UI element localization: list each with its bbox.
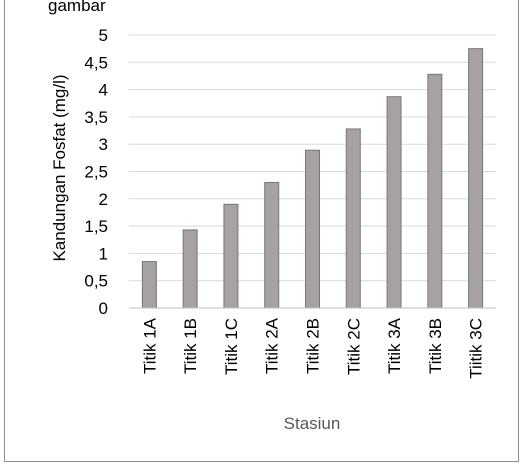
- y-tick-label: 0,5: [84, 272, 108, 291]
- x-tick-label: Tiitik 3C: [467, 318, 486, 379]
- y-tick-label: 3,5: [84, 108, 108, 127]
- y-axis-title: Kandungan Fosfat (mg/l): [50, 74, 69, 261]
- x-tick-label: Titik 1B: [181, 318, 200, 374]
- x-tick-label: Titik 3B: [426, 318, 445, 374]
- x-axis-title: Stasiun: [284, 414, 341, 433]
- y-tick-label: 4,5: [84, 53, 108, 72]
- bar: [305, 149, 320, 309]
- y-tick-label: 4: [99, 81, 108, 100]
- bar: [264, 181, 280, 309]
- bar: [223, 203, 239, 309]
- y-tick-label: 0: [99, 299, 108, 318]
- x-tick-label: Titik 2B: [304, 318, 323, 374]
- top-caption: gambar: [48, 0, 106, 15]
- y-tick-label: 1: [99, 244, 108, 263]
- bar: [345, 128, 361, 309]
- x-tick-label: Titik 2A: [263, 317, 282, 374]
- bar: [386, 96, 402, 309]
- y-tick-label: 3: [99, 135, 108, 154]
- x-tick-label: Titik 1C: [222, 318, 241, 375]
- bar: [427, 73, 443, 309]
- bars: [141, 48, 484, 309]
- bar: [468, 48, 484, 309]
- x-tick-labels: Titik 1A Titik 1B Titik 1C Titik 2A Titik 2B…: [140, 317, 485, 378]
- y-tick-label: 2,5: [84, 163, 108, 182]
- bar: [182, 229, 198, 309]
- bar: [141, 261, 157, 309]
- x-tick-label: Titik 3A: [385, 317, 404, 374]
- y-tick-labels: 0 0,5 1 1,5 2 2,5 3 3,5 4 4,5 5: [84, 26, 108, 318]
- y-tick-label: 5: [99, 26, 108, 45]
- y-tick-label: 1,5: [84, 217, 108, 236]
- y-tick-label: 2: [99, 190, 108, 209]
- x-tick-label: Titik 2C: [344, 318, 363, 375]
- x-tick-label: Titik 1A: [140, 317, 159, 374]
